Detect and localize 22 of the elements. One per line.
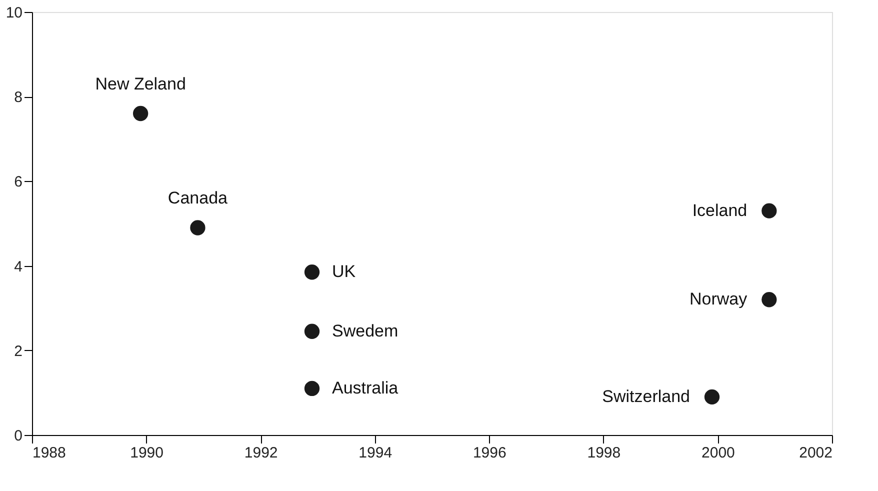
annotation: UK xyxy=(332,262,356,282)
y-tick-label: 4 xyxy=(14,258,22,276)
y-tick-label: 0 xyxy=(14,428,22,444)
x-tick-label: 1994 xyxy=(358,444,392,462)
annotation: Australia xyxy=(332,378,399,398)
annotation: New Zeland xyxy=(95,74,186,94)
x-tick-label: 2000 xyxy=(702,444,735,462)
y-tick-label: 6 xyxy=(14,174,22,191)
x-tick-label: 1992 xyxy=(244,444,278,462)
annotation: Iceland xyxy=(692,200,748,220)
x-tick-label: 1990 xyxy=(130,444,164,462)
x-tick-label: 1988 xyxy=(32,444,66,462)
y-tick-label: 10 xyxy=(6,4,22,22)
y-tick-label: 2 xyxy=(14,342,22,360)
y-tick-label: 8 xyxy=(14,89,22,106)
annotation: Norway xyxy=(690,290,748,309)
annotation: Swedem xyxy=(332,321,398,340)
x-tick-label: 1996 xyxy=(472,444,506,462)
annotation: Switzerland xyxy=(602,386,690,406)
x-tick-label: 1998 xyxy=(587,444,621,462)
annotation: Canada xyxy=(168,188,228,208)
x-tick-label: 2002 xyxy=(799,444,832,462)
